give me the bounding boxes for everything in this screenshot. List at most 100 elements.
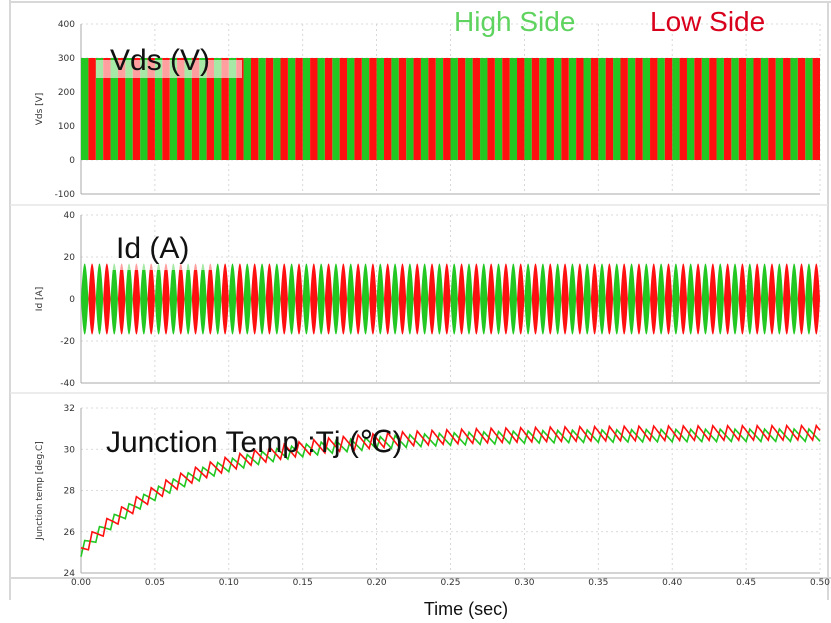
- x-tick-label: 0.15: [293, 578, 313, 588]
- vds-pulse: [376, 58, 384, 160]
- id-lobe: [243, 263, 251, 335]
- id-lobe: [524, 263, 532, 335]
- y-axis-label: Junction temp [deg.C]: [35, 441, 45, 541]
- series-low-side: [80, 423, 821, 551]
- id-lobe: [450, 263, 458, 335]
- id-lobe: [738, 263, 747, 335]
- legend-low-side: Low Side: [650, 6, 765, 37]
- series-high-side: [81, 263, 813, 335]
- vds-pulse: [524, 58, 532, 160]
- id-lobe: [561, 263, 569, 335]
- vds-pulse: [531, 58, 540, 160]
- id-lobe: [228, 263, 237, 335]
- id-lobe: [310, 263, 318, 335]
- y-tick-label: 400: [58, 20, 75, 30]
- vds-pulse: [250, 58, 259, 160]
- id-lobe: [214, 263, 222, 335]
- vds-pulse: [162, 58, 170, 160]
- id-lobe: [383, 263, 392, 335]
- legend-high-side: High Side: [454, 6, 575, 37]
- id-lobe: [709, 263, 717, 335]
- y-tick-label: 0: [69, 295, 75, 305]
- id-lobe: [273, 263, 281, 335]
- vds-pulse: [221, 58, 229, 160]
- vds-pulse: [428, 58, 436, 160]
- id-lobe: [472, 263, 481, 335]
- id-lobe: [487, 263, 495, 335]
- y-tick-label: 26: [64, 528, 76, 538]
- vds-pulse: [280, 58, 288, 160]
- x-tick-label: 0.00: [71, 578, 91, 588]
- vds-pulse: [177, 58, 185, 160]
- vds-pulse: [125, 58, 133, 160]
- id-lobe: [568, 263, 577, 335]
- id-lobe: [620, 263, 628, 335]
- vds-pulse: [361, 58, 370, 160]
- x-tick-label: 0.50: [810, 578, 830, 588]
- id-lobe: [147, 263, 155, 335]
- y-tick-label: -20: [60, 337, 75, 347]
- vds-pulse: [132, 58, 141, 160]
- id-lobe: [465, 263, 473, 335]
- vds-pulse: [450, 58, 458, 160]
- id-lobe: [140, 263, 148, 335]
- y-tick-label: 100: [58, 122, 75, 132]
- id-lobe: [635, 263, 643, 335]
- id-lobe: [369, 263, 377, 335]
- vds-pulse: [147, 58, 155, 160]
- vds-pulse: [590, 58, 599, 160]
- vds-pulse: [443, 58, 451, 160]
- id-lobe: [768, 263, 776, 335]
- id-lobe: [457, 263, 466, 335]
- id-lobe: [790, 263, 798, 335]
- id-lobe: [81, 263, 89, 335]
- id-lobe: [154, 263, 163, 335]
- vds-pulse: [472, 58, 481, 160]
- vds-pulse: [709, 58, 717, 160]
- vds-pulse: [746, 58, 754, 160]
- vds-pulse: [295, 58, 303, 160]
- y-tick-label: 32: [64, 404, 75, 414]
- vds-pulse: [509, 58, 518, 160]
- vds-pulse: [302, 58, 311, 160]
- x-tick-label: 0.40: [662, 578, 682, 588]
- id-lobe: [324, 263, 333, 335]
- id-lobe: [805, 263, 813, 335]
- vds-pulse: [716, 58, 724, 160]
- id-lobe: [605, 263, 614, 335]
- vds-pulse: [576, 58, 584, 160]
- id-lobe: [406, 263, 414, 335]
- id-lobe: [797, 263, 806, 335]
- y-axis-label: Id [A]: [35, 287, 45, 311]
- y-tick-label: 28: [64, 487, 76, 497]
- vds-pulse: [81, 58, 89, 160]
- vds-pulse: [228, 58, 237, 160]
- series-high-side: [81, 58, 813, 160]
- vds-pulse: [568, 58, 577, 160]
- vds-pulse: [487, 58, 495, 160]
- id-lobe: [590, 263, 599, 335]
- vds-pulse: [635, 58, 643, 160]
- vds-pulse: [480, 58, 488, 160]
- x-tick-label: 0.25: [440, 578, 460, 588]
- series-low-side: [88, 263, 820, 335]
- vds-pulse: [117, 58, 126, 160]
- id-lobe: [413, 263, 421, 335]
- vds-pulse: [184, 58, 192, 160]
- overlay-label-backdrop: [96, 60, 242, 78]
- id-lobe: [657, 263, 665, 335]
- id-lobe: [775, 263, 784, 335]
- vds-pulse: [583, 58, 591, 160]
- id-lobe: [517, 263, 525, 335]
- y-tick-label: 40: [64, 211, 76, 221]
- panel-title: Junction Temp :Tj (℃): [106, 426, 403, 459]
- vds-pulse: [88, 58, 96, 160]
- id-lobe: [480, 263, 488, 335]
- id-lobe: [250, 263, 259, 335]
- id-lobe: [265, 263, 274, 335]
- vds-pulse: [642, 58, 651, 160]
- x-tick-label: 0.35: [588, 578, 608, 588]
- vds-pulse: [598, 58, 606, 160]
- vds-pulse: [457, 58, 466, 160]
